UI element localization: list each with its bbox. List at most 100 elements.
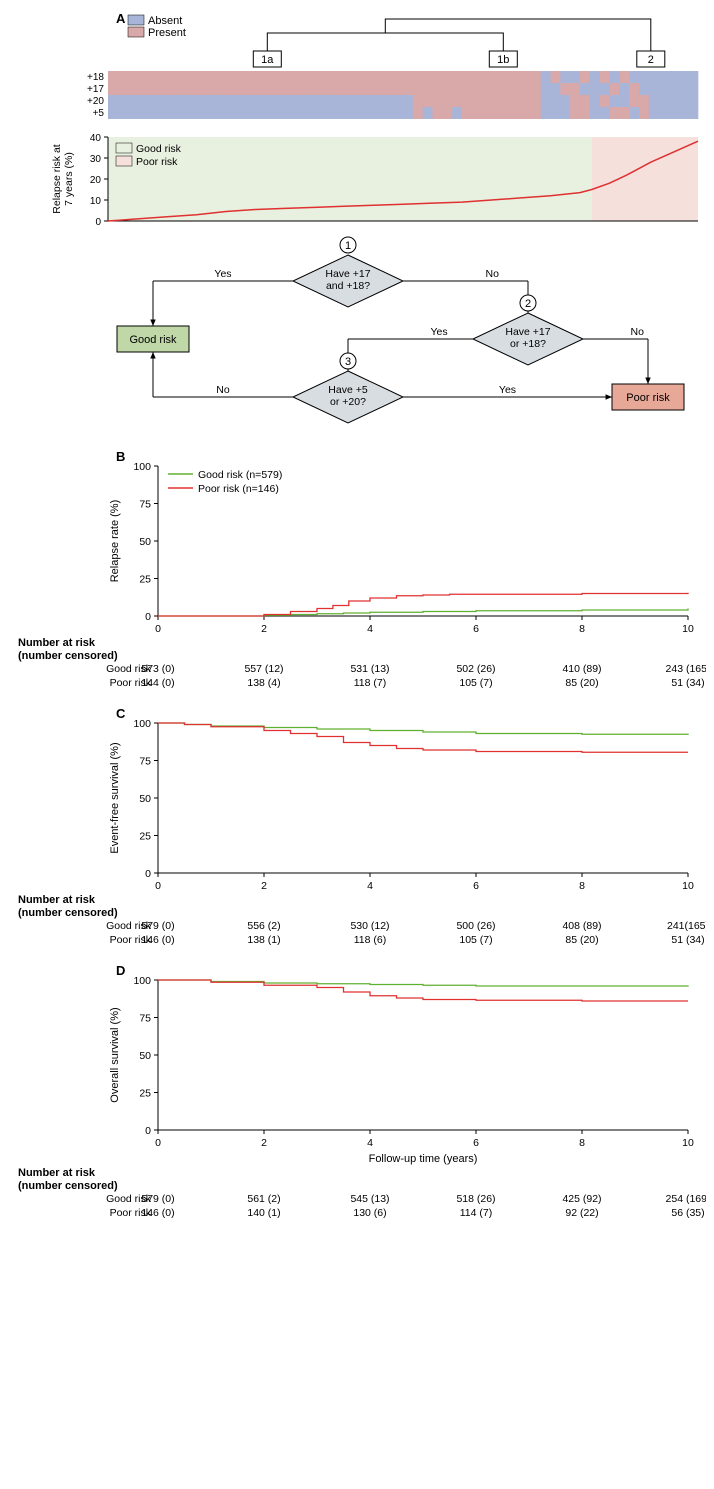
svg-text:Number at risk: Number at risk — [18, 894, 96, 906]
svg-text:51 (34): 51 (34) — [671, 677, 704, 689]
svg-text:or +18?: or +18? — [510, 338, 546, 350]
svg-text:545 (13): 545 (13) — [350, 1193, 389, 1205]
svg-text:No: No — [631, 326, 645, 338]
svg-text:2: 2 — [261, 623, 267, 635]
svg-text:557 (12): 557 (12) — [244, 663, 283, 675]
svg-text:2: 2 — [261, 1137, 267, 1149]
svg-text:241(165): 241(165) — [667, 920, 706, 932]
svg-text:105 (7): 105 (7) — [459, 677, 492, 689]
svg-text:140 (1): 140 (1) — [247, 1207, 280, 1219]
svg-text:2: 2 — [525, 298, 531, 310]
svg-text:75: 75 — [139, 499, 151, 511]
figure-svg: AAbsentPresent1a1b2+18+17+20+5010203040R… — [8, 8, 706, 1481]
svg-text:Yes: Yes — [431, 326, 448, 338]
svg-text:8: 8 — [579, 880, 585, 892]
svg-text:10: 10 — [682, 623, 694, 635]
svg-text:Event-free survival (%): Event-free survival (%) — [109, 742, 121, 853]
svg-text:Poor risk: Poor risk — [136, 156, 178, 168]
svg-text:0: 0 — [155, 1137, 161, 1149]
svg-text:425 (92): 425 (92) — [562, 1193, 601, 1205]
svg-text:8: 8 — [579, 623, 585, 635]
svg-text:85 (20): 85 (20) — [565, 934, 598, 946]
svg-text:0: 0 — [95, 217, 101, 228]
svg-text:75: 75 — [139, 1013, 151, 1025]
svg-text:530 (12): 530 (12) — [350, 920, 389, 932]
svg-text:C: C — [116, 706, 126, 721]
svg-text:20: 20 — [90, 175, 102, 186]
svg-text:+17: +17 — [87, 84, 104, 95]
svg-text:B: B — [116, 449, 125, 464]
svg-text:4: 4 — [367, 1137, 373, 1149]
svg-text:500 (26): 500 (26) — [456, 920, 495, 932]
svg-text:410 (89): 410 (89) — [562, 663, 601, 675]
svg-text:Present: Present — [148, 27, 186, 39]
svg-text:100: 100 — [133, 975, 151, 987]
svg-text:561 (2): 561 (2) — [247, 1193, 280, 1205]
svg-text:4: 4 — [367, 880, 373, 892]
svg-text:Number at risk: Number at risk — [18, 637, 96, 649]
svg-text:+18: +18 — [87, 72, 104, 83]
figure-container: AAbsentPresent1a1b2+18+17+20+5010203040R… — [0, 0, 714, 1489]
svg-text:Number at risk: Number at risk — [18, 1167, 96, 1179]
svg-text:and +18?: and +18? — [326, 280, 370, 292]
svg-text:579 (0): 579 (0) — [141, 920, 174, 932]
svg-text:118 (6): 118 (6) — [354, 934, 387, 946]
svg-text:130 (6): 130 (6) — [353, 1207, 386, 1219]
svg-text:85 (20): 85 (20) — [565, 677, 598, 689]
svg-text:2: 2 — [261, 880, 267, 892]
svg-text:114 (7): 114 (7) — [460, 1207, 493, 1219]
svg-text:254 (169): 254 (169) — [666, 1193, 706, 1205]
svg-text:50: 50 — [139, 1050, 151, 1062]
svg-text:408 (89): 408 (89) — [562, 920, 601, 932]
svg-text:50: 50 — [139, 536, 151, 548]
svg-text:No: No — [486, 268, 500, 280]
svg-text:138 (4): 138 (4) — [247, 677, 280, 689]
svg-text:146 (0): 146 (0) — [141, 934, 174, 946]
svg-text:Follow-up time (years): Follow-up time (years) — [369, 1153, 478, 1165]
svg-text:Yes: Yes — [214, 268, 231, 280]
svg-text:144 (0): 144 (0) — [141, 677, 174, 689]
svg-text:Have +17: Have +17 — [325, 268, 370, 280]
svg-text:or +20?: or +20? — [330, 396, 366, 408]
svg-text:8: 8 — [579, 1137, 585, 1149]
svg-text:138 (1): 138 (1) — [247, 934, 280, 946]
svg-text:243 (165): 243 (165) — [666, 663, 706, 675]
svg-text:A: A — [116, 11, 126, 26]
svg-text:6: 6 — [473, 623, 479, 635]
svg-text:75: 75 — [139, 756, 151, 768]
svg-text:2: 2 — [648, 54, 654, 66]
svg-text:0: 0 — [145, 611, 151, 623]
svg-text:No: No — [216, 384, 230, 396]
svg-text:146 (0): 146 (0) — [141, 1207, 174, 1219]
svg-text:Absent: Absent — [148, 15, 182, 27]
svg-text:502 (26): 502 (26) — [456, 663, 495, 675]
svg-text:100: 100 — [133, 718, 151, 730]
svg-text:118 (7): 118 (7) — [354, 677, 387, 689]
svg-text:1a: 1a — [261, 54, 274, 66]
svg-text:30: 30 — [90, 154, 102, 165]
svg-text:10: 10 — [682, 880, 694, 892]
svg-text:(number censored): (number censored) — [18, 1180, 118, 1192]
svg-text:Have +17: Have +17 — [505, 326, 550, 338]
svg-text:100: 100 — [133, 461, 151, 473]
svg-text:579 (0): 579 (0) — [141, 1193, 174, 1205]
svg-text:4: 4 — [367, 623, 373, 635]
svg-text:Yes: Yes — [499, 384, 516, 396]
svg-text:56 (35): 56 (35) — [671, 1207, 704, 1219]
svg-text:10: 10 — [682, 1137, 694, 1149]
svg-text:Good risk: Good risk — [129, 334, 177, 346]
svg-text:Good risk (n=579): Good risk (n=579) — [198, 469, 282, 481]
svg-text:6: 6 — [473, 880, 479, 892]
svg-text:573 (0): 573 (0) — [141, 663, 174, 675]
svg-text:51 (34): 51 (34) — [671, 934, 704, 946]
svg-text:92 (22): 92 (22) — [565, 1207, 598, 1219]
svg-text:518 (26): 518 (26) — [456, 1193, 495, 1205]
svg-text:105 (7): 105 (7) — [459, 934, 492, 946]
svg-text:+5: +5 — [93, 108, 105, 119]
svg-text:Overall survival (%): Overall survival (%) — [109, 1007, 121, 1102]
svg-text:25: 25 — [139, 831, 151, 843]
svg-text:+20: +20 — [87, 96, 104, 107]
svg-text:Have +5: Have +5 — [328, 384, 368, 396]
svg-text:1: 1 — [345, 240, 351, 252]
svg-text:Poor risk (n=146): Poor risk (n=146) — [198, 483, 279, 495]
